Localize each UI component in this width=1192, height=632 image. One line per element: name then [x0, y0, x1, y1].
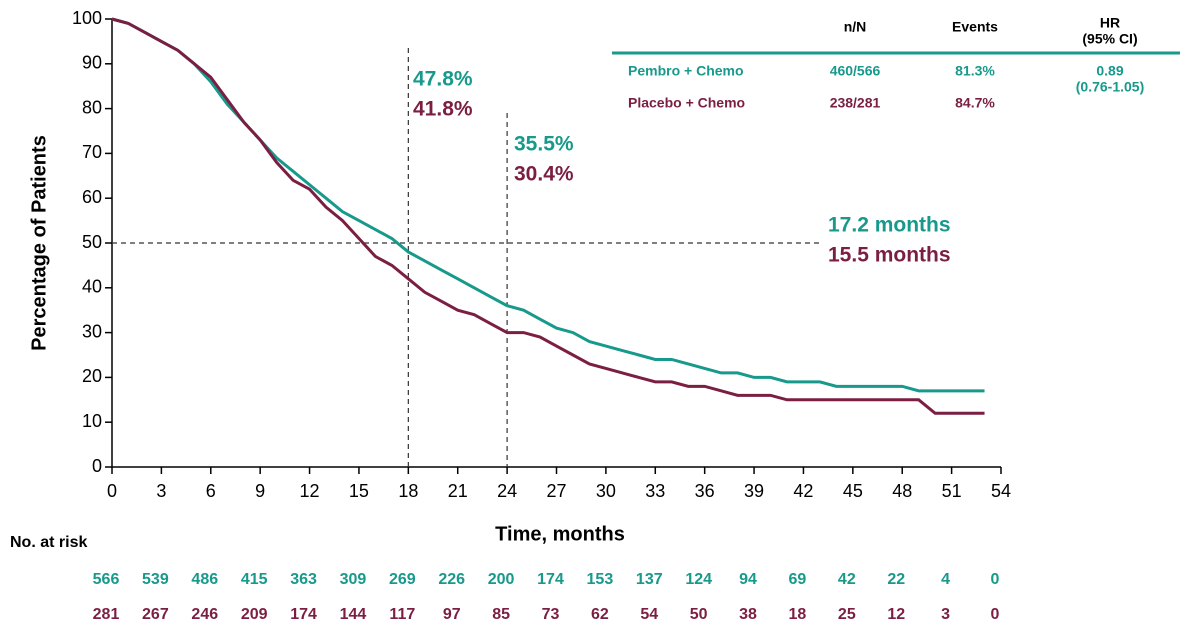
annotation: 35.5% [514, 133, 574, 156]
at-risk-value: 486 [191, 571, 218, 588]
table-header: n/N [844, 19, 867, 35]
at-risk-value: 73 [542, 606, 560, 623]
x-tick-label: 48 [892, 481, 912, 501]
at-risk-value: 69 [789, 571, 807, 588]
x-tick-label: 0 [107, 481, 117, 501]
at-risk-value: 137 [636, 571, 663, 588]
y-tick-label: 50 [82, 232, 102, 252]
x-tick-label: 6 [206, 481, 216, 501]
x-tick-label: 21 [448, 481, 468, 501]
y-axis-label: Percentage of Patients [28, 135, 50, 351]
at-risk-value: 117 [389, 606, 415, 623]
y-tick-label: 100 [72, 8, 102, 28]
at-risk-value: 539 [142, 571, 169, 588]
legend-label: Pembro + Chemo [628, 63, 744, 79]
y-tick-label: 0 [92, 456, 102, 476]
at-risk-value: 363 [290, 571, 317, 588]
at-risk-value: 62 [591, 606, 609, 623]
x-tick-label: 51 [942, 481, 962, 501]
at-risk-value: 22 [887, 571, 905, 588]
at-risk-value: 269 [389, 571, 416, 588]
at-risk-value: 415 [241, 571, 268, 588]
x-tick-label: 30 [596, 481, 616, 501]
at-risk-value: 0 [991, 571, 1000, 588]
at-risk-value: 226 [438, 571, 465, 588]
x-tick-label: 3 [156, 481, 166, 501]
at-risk-value: 38 [739, 606, 757, 623]
at-risk-value: 97 [443, 606, 461, 623]
risk-title: No. at risk [10, 534, 87, 551]
table-cell: 81.3% [955, 63, 995, 79]
table-cell: 84.7% [955, 95, 995, 111]
at-risk-value: 124 [685, 571, 712, 588]
x-tick-label: 45 [843, 481, 863, 501]
y-tick-label: 80 [82, 97, 102, 117]
at-risk-value: 94 [739, 571, 757, 588]
at-risk-value: 267 [142, 606, 169, 623]
x-tick-label: 54 [991, 481, 1011, 501]
y-tick-label: 60 [82, 187, 102, 207]
y-tick-label: 90 [82, 53, 102, 73]
at-risk-value: 85 [492, 606, 510, 623]
at-risk-value: 174 [290, 606, 317, 623]
legend-label: Placebo + Chemo [628, 95, 745, 111]
table-header: (95% CI) [1082, 31, 1137, 47]
x-tick-label: 24 [497, 481, 517, 501]
y-tick-label: 20 [82, 366, 102, 386]
x-tick-label: 9 [255, 481, 265, 501]
at-risk-value: 174 [537, 571, 564, 588]
at-risk-value: 12 [887, 606, 905, 623]
at-risk-value: 566 [93, 571, 120, 588]
annotation: 41.8% [413, 98, 473, 121]
x-tick-label: 39 [744, 481, 764, 501]
annotation: 30.4% [514, 163, 574, 186]
x-tick-label: 33 [645, 481, 665, 501]
at-risk-value: 3 [941, 606, 950, 623]
at-risk-value: 309 [340, 571, 367, 588]
at-risk-value: 4 [941, 571, 950, 588]
table-header: HR [1100, 15, 1120, 31]
at-risk-value: 54 [640, 606, 658, 623]
at-risk-value: 209 [241, 606, 268, 623]
annotation: 15.5 months [828, 244, 951, 267]
annotation: 17.2 months [828, 214, 951, 237]
y-tick-label: 30 [82, 321, 102, 341]
at-risk-value: 144 [340, 606, 367, 623]
table-cell: 238/281 [830, 95, 881, 111]
y-tick-label: 10 [82, 411, 102, 431]
hr-ci: (0.76-1.05) [1076, 79, 1144, 95]
table-cell: 460/566 [830, 63, 881, 79]
at-risk-value: 153 [587, 571, 614, 588]
at-risk-value: 0 [991, 606, 1000, 623]
x-tick-label: 36 [695, 481, 715, 501]
x-tick-label: 15 [349, 481, 369, 501]
x-tick-label: 18 [398, 481, 418, 501]
annotation: 47.8% [413, 68, 473, 91]
y-tick-label: 70 [82, 142, 102, 162]
at-risk-value: 281 [93, 606, 120, 623]
table-header: Events [952, 19, 998, 35]
at-risk-value: 18 [789, 606, 807, 623]
at-risk-value: 25 [838, 606, 856, 623]
hr-value: 0.89 [1096, 63, 1123, 79]
survival-curve [111, 17, 985, 415]
y-tick-label: 40 [82, 277, 102, 297]
x-axis-label: Time, months [495, 523, 625, 545]
x-tick-label: 12 [300, 481, 320, 501]
x-tick-label: 42 [793, 481, 813, 501]
x-tick-label: 27 [546, 481, 566, 501]
at-risk-value: 200 [488, 571, 515, 588]
at-risk-value: 42 [838, 571, 856, 588]
at-risk-value: 246 [191, 606, 218, 623]
at-risk-value: 50 [690, 606, 708, 623]
